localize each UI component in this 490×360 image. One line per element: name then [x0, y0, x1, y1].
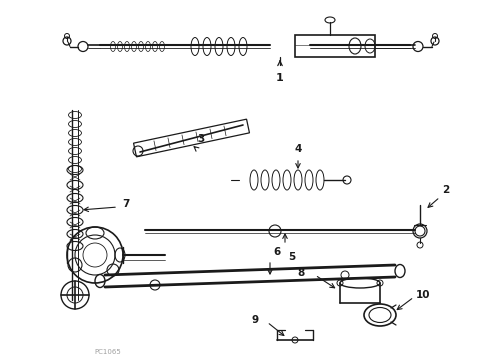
Bar — [295, 35, 375, 57]
Text: 9: 9 — [252, 315, 259, 325]
Text: 5: 5 — [288, 252, 295, 262]
Text: 2: 2 — [442, 185, 449, 195]
Polygon shape — [134, 119, 249, 157]
Text: 8: 8 — [297, 268, 304, 278]
Text: 1: 1 — [276, 73, 284, 83]
Text: 3: 3 — [197, 134, 204, 144]
Text: 6: 6 — [273, 247, 280, 257]
Text: 4: 4 — [294, 144, 302, 154]
Text: 7: 7 — [122, 199, 129, 209]
Text: 10: 10 — [416, 290, 431, 300]
Text: PC1065: PC1065 — [95, 349, 122, 355]
